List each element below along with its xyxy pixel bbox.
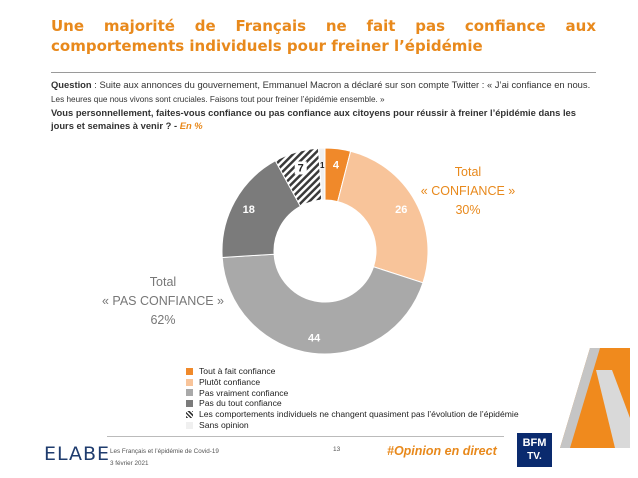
slice-value-label: 44 bbox=[308, 332, 321, 344]
question-text: Question : Suite aux annonces du gouvern… bbox=[51, 79, 596, 106]
legend-swatch bbox=[186, 421, 193, 429]
total-pas-confiance-value: 62% bbox=[150, 313, 176, 327]
legend-item: Les comportements individuels ne changen… bbox=[186, 409, 519, 420]
donut-slice bbox=[337, 150, 429, 284]
question-body: : Suite aux annonces du gouvernement, Em… bbox=[91, 79, 591, 90]
total-pas-confiance: Total « PAS CONFIANCE » 62% bbox=[90, 273, 236, 330]
total-confiance-value: 30% bbox=[455, 203, 481, 217]
legend-swatch bbox=[186, 389, 193, 397]
legend-item: Pas vraiment confiance bbox=[186, 388, 519, 399]
legend-label: Pas vraiment confiance bbox=[199, 387, 289, 398]
slice-value-label: 18 bbox=[243, 204, 255, 216]
slice-value-label: 1 bbox=[320, 161, 325, 170]
page-number: 13 bbox=[333, 446, 341, 453]
slice-value-label: 7 bbox=[298, 162, 304, 174]
bfm-logo-text: BFM bbox=[522, 437, 547, 449]
donut-slice bbox=[318, 147, 326, 201]
footer-date: 3 février 2021 bbox=[110, 460, 149, 467]
title-divider bbox=[51, 72, 596, 73]
slice-label-bg bbox=[294, 161, 307, 175]
footer-study-title: Les Français et l’épidémie de Covid-19 bbox=[110, 448, 219, 455]
legend-swatch bbox=[186, 400, 193, 408]
legend-label: Plutôt confiance bbox=[199, 376, 261, 387]
bfm-tv-logo: BFM TV. bbox=[517, 433, 552, 467]
footer-source: Les Français et l’épidémie de Covid-19 3… bbox=[110, 446, 219, 470]
legend-swatch bbox=[186, 367, 193, 375]
tv-logo-text: TV. bbox=[527, 451, 542, 462]
hashtag: #Opinion en direct bbox=[387, 444, 497, 458]
elabe-a-decoration bbox=[560, 348, 630, 448]
legend-label: Les comportements individuels ne changen… bbox=[199, 409, 519, 420]
elabe-logo: ELABE bbox=[44, 443, 111, 465]
legend-label: Pas du tout confiance bbox=[199, 398, 282, 409]
question-quote-small: Les heures que nous vivons sont cruciale… bbox=[51, 94, 385, 104]
footer-divider bbox=[107, 436, 504, 437]
legend-swatch bbox=[186, 378, 193, 386]
slice-value-label: 4 bbox=[333, 160, 340, 172]
legend-item: Sans opinion bbox=[186, 420, 519, 431]
total-pas-confiance-line-1: Total bbox=[149, 275, 177, 289]
total-confiance: Total « CONFIANCE » 30% bbox=[404, 163, 532, 220]
legend-label: Tout à fait confiance bbox=[199, 366, 276, 376]
legend-item: Tout à fait confiance bbox=[186, 366, 519, 377]
question-sub-text: Vous personnellement, faites-vous confia… bbox=[51, 107, 576, 131]
question-subtitle: Vous personnellement, faites-vous confia… bbox=[51, 107, 596, 132]
chart-legend: Tout à fait confiance Plutôt confiance P… bbox=[186, 366, 519, 431]
donut-slice bbox=[221, 253, 424, 355]
total-pas-confiance-line-2: « PAS CONFIANCE » bbox=[101, 294, 225, 308]
page-title: Une majorité de Français ne fait pas con… bbox=[51, 17, 596, 55]
legend-item: Plutôt confiance bbox=[186, 377, 519, 388]
slice-value-label: 26 bbox=[395, 204, 407, 216]
question-label: Question bbox=[51, 79, 92, 90]
total-confiance-line-2: « CONFIANCE » bbox=[420, 184, 516, 198]
legend-swatch bbox=[186, 411, 193, 419]
legend-item: Pas du tout confiance bbox=[186, 398, 519, 409]
unit-note: En % bbox=[179, 119, 203, 131]
total-confiance-line-1: Total bbox=[454, 165, 482, 179]
legend-label: Sans opinion bbox=[199, 419, 249, 430]
